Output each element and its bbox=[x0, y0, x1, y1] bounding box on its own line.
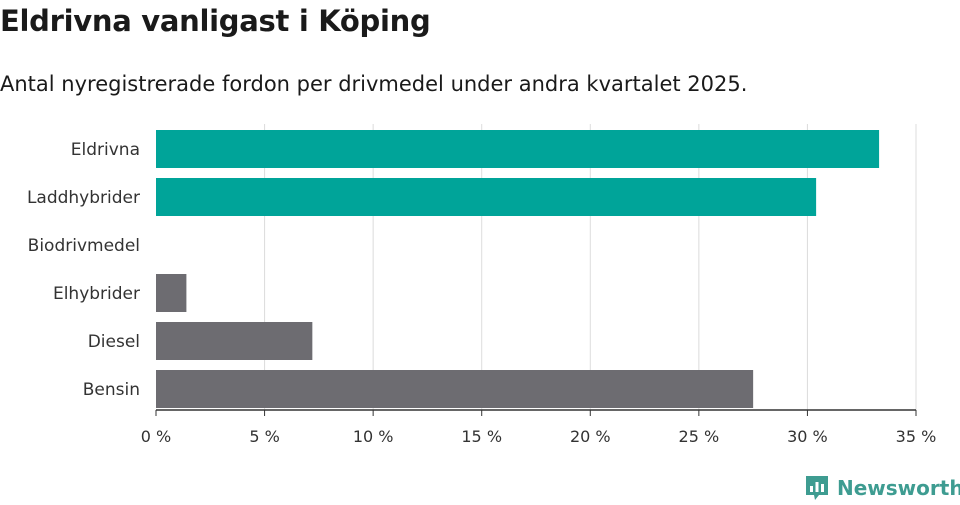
bar bbox=[156, 178, 817, 216]
newsworthy-logo-icon bbox=[806, 476, 828, 500]
x-tick-label: 15 % bbox=[461, 427, 502, 446]
x-tick-label: 35 % bbox=[896, 427, 937, 446]
category-label: Laddhybrider bbox=[27, 188, 140, 208]
bar bbox=[156, 130, 880, 168]
category-label: Elhybrider bbox=[53, 284, 140, 304]
chart-title: Eldrivna vanligast i Köping bbox=[0, 4, 431, 38]
x-tick-label: 20 % bbox=[570, 427, 611, 446]
category-label: Bensin bbox=[83, 380, 140, 400]
category-label: Eldrivna bbox=[71, 140, 140, 160]
chart-subtitle: Antal nyregistrerade fordon per drivmede… bbox=[0, 72, 748, 96]
x-tick-label: 25 % bbox=[679, 427, 720, 446]
bar-chart: Eldrivna Laddhybrider Biodrivmedel Elhybrid… bbox=[27, 124, 937, 446]
bar bbox=[156, 322, 313, 360]
newsworthy-brand: Newsworthy bbox=[804, 474, 960, 502]
bar bbox=[156, 370, 754, 408]
x-tick-label: 5 % bbox=[249, 427, 279, 446]
x-tick-label: 10 % bbox=[353, 427, 394, 446]
brand-name: Newsworthy bbox=[837, 476, 960, 500]
x-tick-label: 0 % bbox=[141, 427, 171, 446]
x-tick-label: 30 % bbox=[787, 427, 828, 446]
bar bbox=[156, 274, 187, 312]
category-label: Biodrivmedel bbox=[28, 236, 140, 256]
category-label: Diesel bbox=[88, 332, 140, 352]
